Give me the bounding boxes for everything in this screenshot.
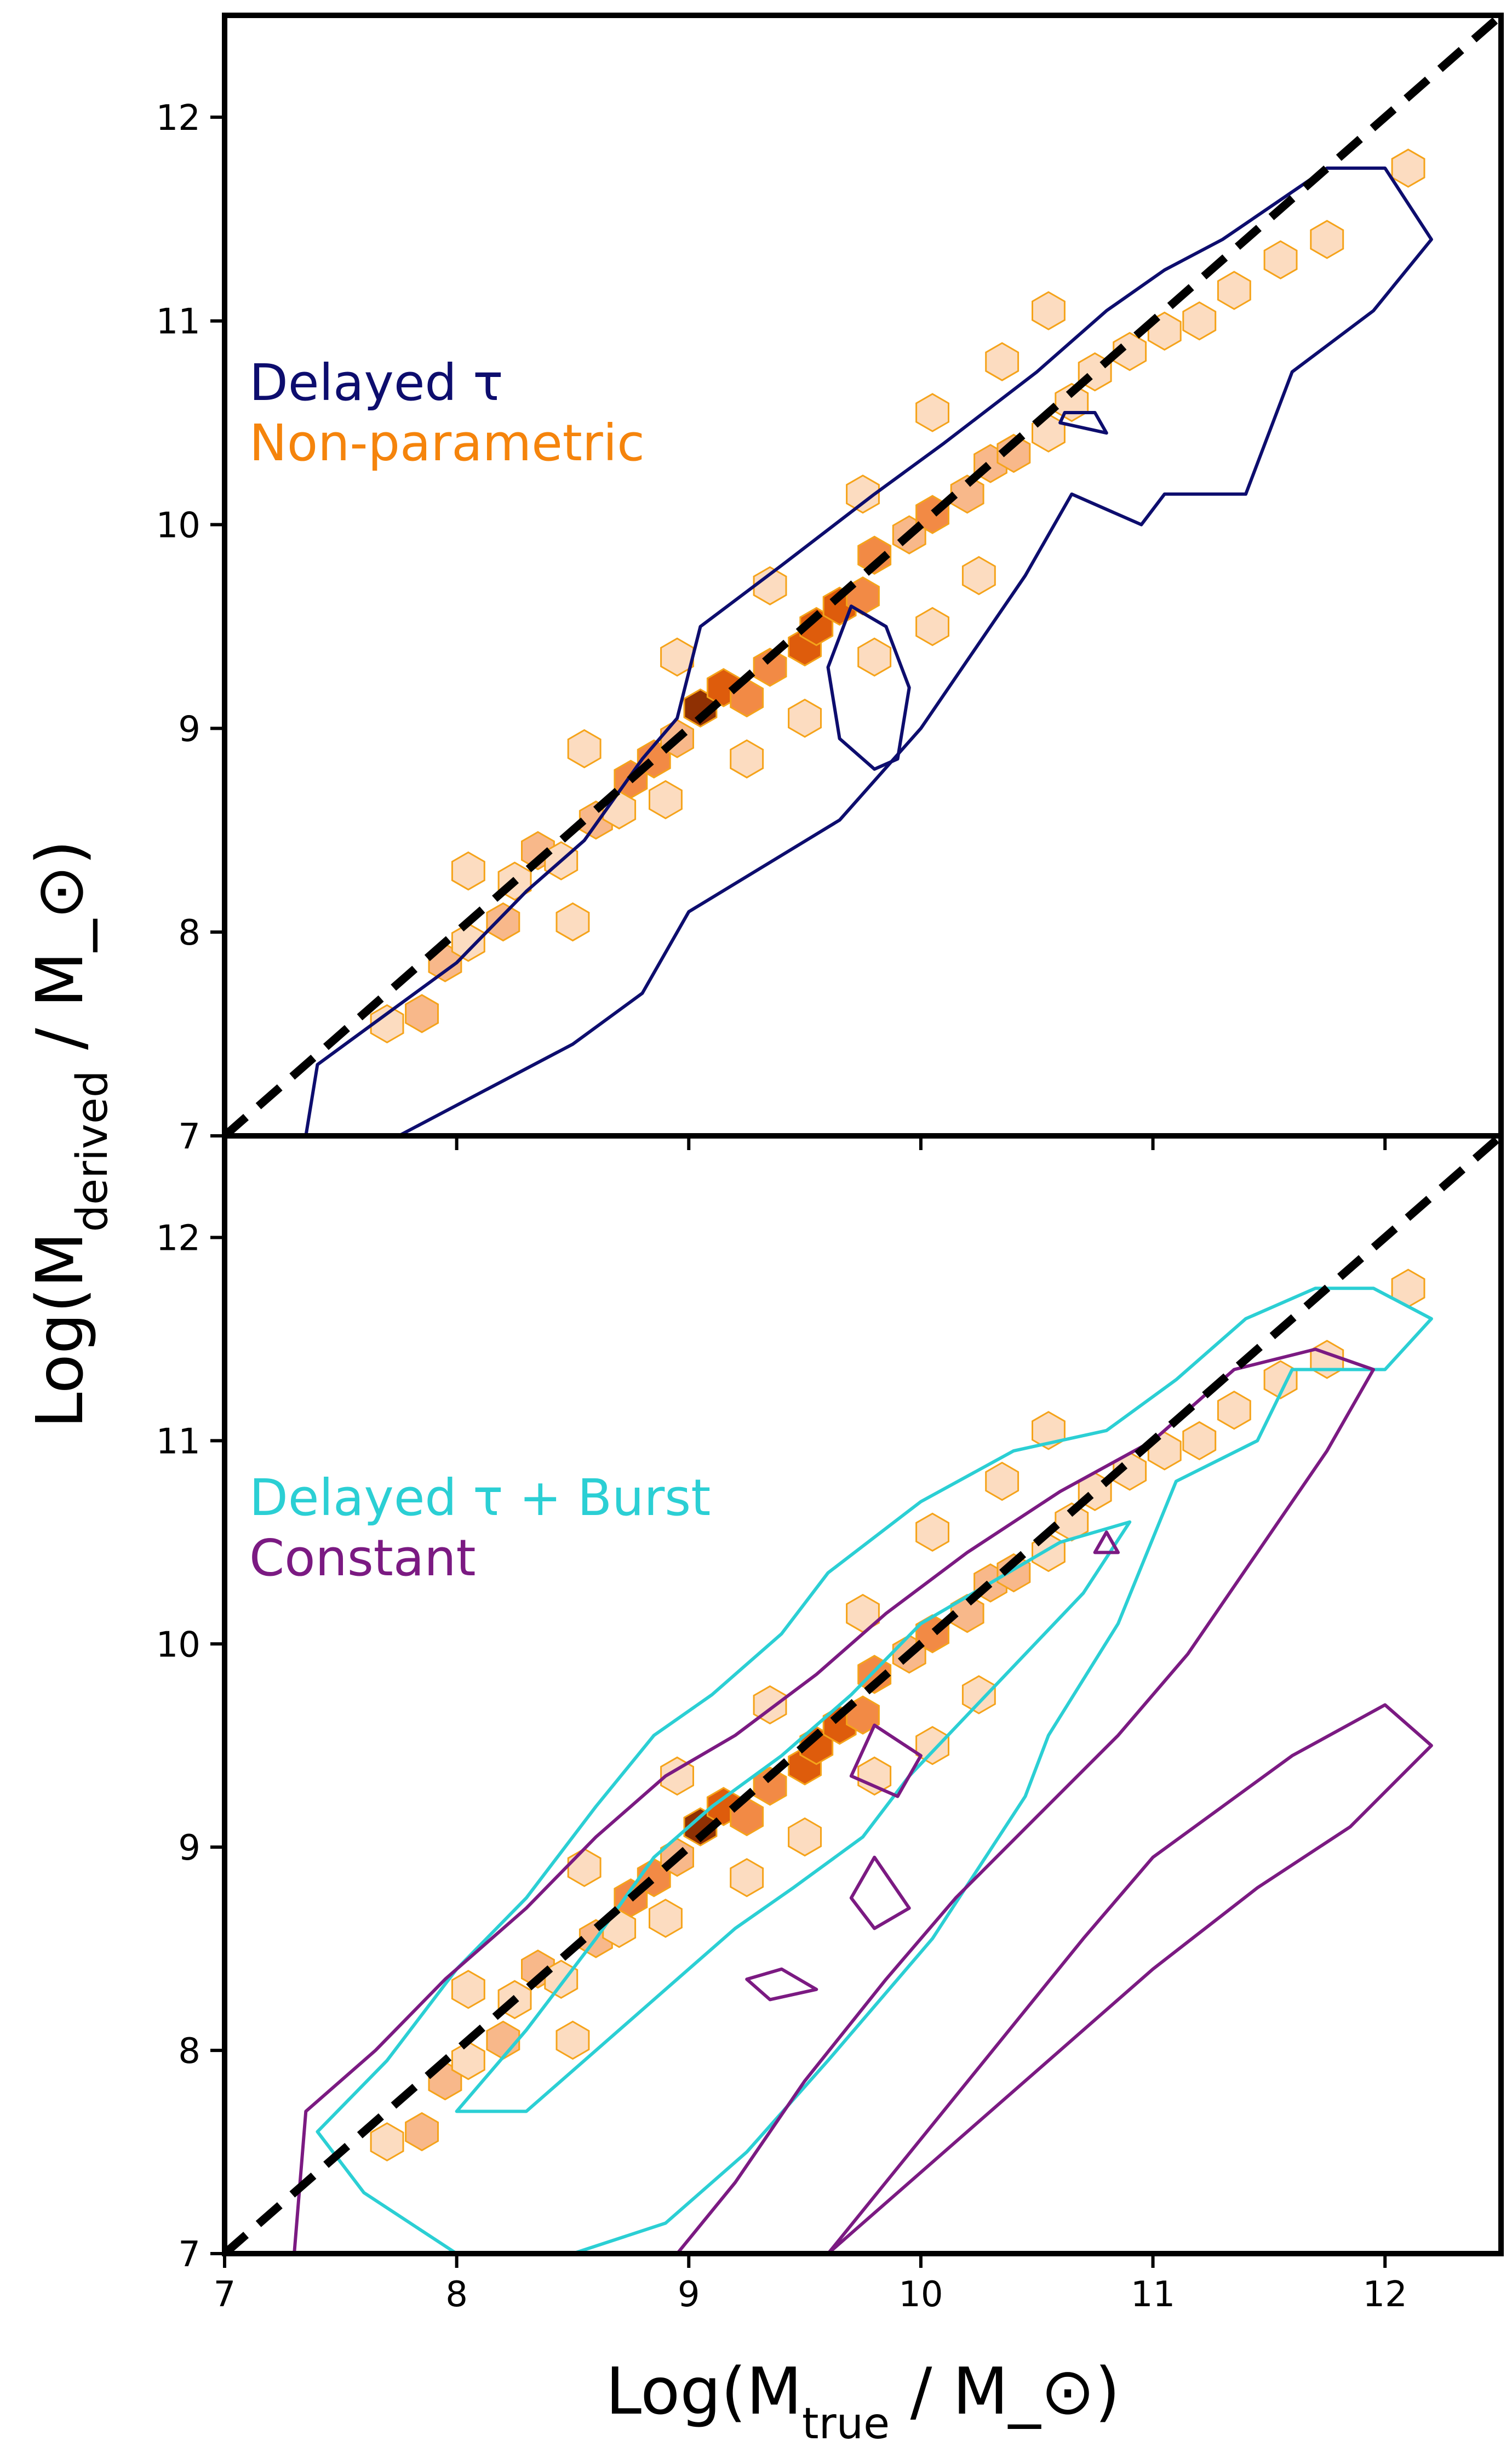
panel-bottom: 7 8 9 10 11 12 7 8 9 10 11 12 Delayed τ + Burst Con… bbox=[156, 1133, 1504, 2315]
hexbin-cell bbox=[544, 1959, 579, 1999]
y-tick-label: 7 bbox=[178, 2234, 201, 2275]
hexbin-cell bbox=[649, 780, 683, 820]
y-tick-label: 12 bbox=[156, 1218, 201, 1259]
x-axis-label: Log(Mtrue / M_⊙) bbox=[605, 2353, 1120, 2441]
hexbin-cell bbox=[1182, 301, 1217, 341]
hexbin-cell bbox=[567, 729, 602, 769]
hexbin-cell bbox=[857, 1756, 892, 1796]
y-tick-label: 9 bbox=[178, 1828, 201, 1868]
y-tick-label: 11 bbox=[156, 302, 201, 342]
hexbin-cell bbox=[1217, 271, 1251, 310]
hexbin-cell bbox=[451, 1970, 485, 2009]
hexbin-cell bbox=[1391, 148, 1425, 188]
hexbin-cell bbox=[730, 1858, 764, 1897]
contour-constant-outer bbox=[293, 1347, 1375, 2254]
hexbin-cell bbox=[1113, 331, 1147, 371]
hexbin-cell bbox=[1310, 1340, 1344, 1379]
y-tick-label: 11 bbox=[156, 1421, 201, 1462]
x-tick-label: 12 bbox=[1362, 2274, 1407, 2315]
contour-constant-island bbox=[849, 1855, 911, 1930]
hexbin-cell bbox=[451, 851, 485, 891]
hexbin-cell bbox=[1032, 291, 1066, 330]
contour-constant-island bbox=[745, 1967, 818, 2002]
y-tick-label: 7 bbox=[178, 1117, 201, 1157]
hexbin-cell bbox=[985, 342, 1020, 381]
contour-constant-island bbox=[1093, 1530, 1120, 1554]
contour-constant-tail bbox=[826, 1703, 1433, 2254]
contour-delayed-island bbox=[1058, 411, 1108, 435]
hexbin-cell bbox=[846, 475, 880, 514]
hexbin-cell bbox=[788, 699, 822, 738]
x-tick-label: 9 bbox=[678, 2274, 700, 2315]
hexbin-cell bbox=[961, 556, 996, 596]
hexbin-cell bbox=[451, 2040, 485, 2080]
hexbin-cell bbox=[555, 902, 590, 942]
y-tick-label: 12 bbox=[156, 98, 201, 139]
hexbin-cell bbox=[915, 1725, 949, 1765]
hexbin-cell bbox=[370, 2122, 404, 2162]
hexbin-cell bbox=[961, 1675, 996, 1714]
hexbin-cell bbox=[730, 739, 764, 779]
contour-layer-bottom bbox=[293, 1287, 1433, 2254]
y-tick-label: 8 bbox=[178, 913, 201, 953]
hexbin-cell bbox=[1182, 1421, 1217, 1461]
legend-entry-delayed-tau: Delayed τ bbox=[249, 353, 503, 412]
hexbin-cell bbox=[915, 607, 949, 647]
hexbin-cell bbox=[486, 2020, 520, 2060]
hexbin-cell bbox=[660, 637, 694, 677]
contour-delayed-burst-outer bbox=[316, 1287, 1433, 2254]
hexbin-cell bbox=[451, 923, 485, 962]
hexbin-cell bbox=[567, 1848, 602, 1888]
legend-entry-delayed-tau-burst: Delayed τ + Burst bbox=[249, 1468, 711, 1527]
hexbin-cell bbox=[1263, 240, 1298, 279]
x-tick-label: 10 bbox=[898, 2274, 943, 2315]
panel-top: 7 8 9 10 11 12 Delayed τ Non-parametric bbox=[156, 13, 1504, 1157]
hexbin-cell bbox=[857, 637, 892, 677]
x-tick-label: 7 bbox=[214, 2274, 236, 2315]
contour-delayed-island bbox=[826, 604, 911, 771]
contour-constant-island bbox=[849, 1723, 923, 1798]
hexbin-cell bbox=[996, 433, 1031, 473]
hexbin-cell bbox=[788, 1817, 822, 1857]
hexbin-cell bbox=[555, 2020, 590, 2060]
legend-entry-non-parametric: Non-parametric bbox=[249, 414, 645, 472]
hexbin-cell bbox=[753, 566, 787, 605]
hexbin-cell bbox=[985, 1461, 1020, 1501]
ticks-bottom: 7 8 9 10 11 12 7 8 9 10 11 12 bbox=[156, 1218, 1407, 2315]
x-tick-label: 8 bbox=[445, 2274, 468, 2315]
one-to-one-line-bottom bbox=[225, 1136, 1501, 2254]
contour-delayed-burst-mid bbox=[455, 1520, 1132, 2113]
hexbin-cell bbox=[915, 393, 949, 432]
y-axis-label: Log(Mderived / M_⊙) bbox=[22, 840, 117, 1428]
y-tick-label: 10 bbox=[156, 506, 201, 546]
hexbin-cell bbox=[1310, 220, 1344, 259]
x-tick-label: 11 bbox=[1131, 2274, 1175, 2315]
hexbin-cell bbox=[649, 1899, 683, 1938]
hexbin-cell bbox=[857, 535, 892, 575]
hexbin-cell bbox=[753, 648, 787, 687]
y-tick-label: 9 bbox=[178, 709, 201, 750]
hexbin-cell bbox=[660, 1756, 694, 1796]
hexbin-cell bbox=[405, 994, 439, 1033]
y-tick-label: 10 bbox=[156, 1625, 201, 1665]
axes-frame-bottom bbox=[222, 1133, 1504, 2256]
hexbin-cell bbox=[915, 1512, 949, 1552]
hexbin-cell bbox=[950, 475, 984, 514]
hexbin-cell bbox=[1217, 1390, 1251, 1430]
legend-entry-constant: Constant bbox=[249, 1529, 476, 1587]
ticks-top: 7 8 9 10 11 12 bbox=[156, 98, 1387, 1157]
hexbin-cell bbox=[846, 1593, 880, 1633]
hexbin-cell bbox=[405, 2112, 439, 2152]
hexbin-cell bbox=[370, 1004, 404, 1044]
hexbin-cell bbox=[486, 902, 520, 942]
y-tick-label: 8 bbox=[178, 2031, 201, 2072]
hexbin-layer-top bbox=[370, 148, 1425, 1044]
one-to-one-line-top bbox=[225, 15, 1501, 1136]
